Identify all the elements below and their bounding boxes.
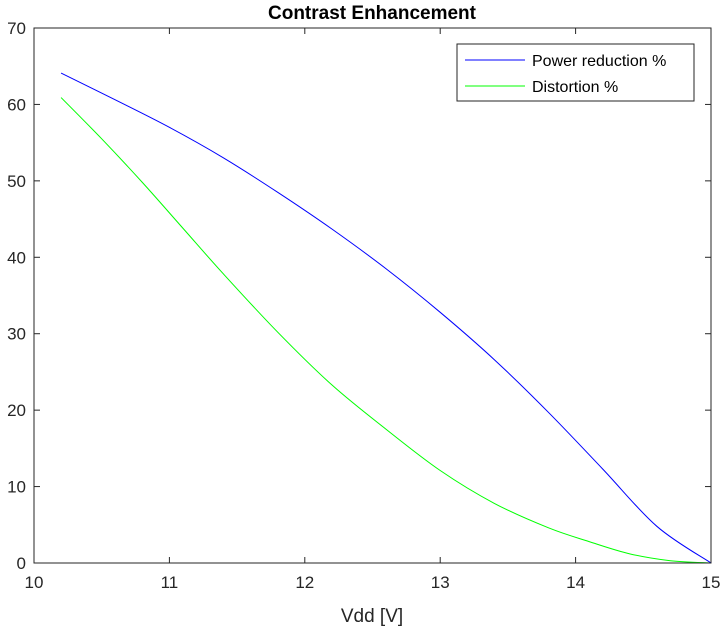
chart-title: Contrast Enhancement — [268, 3, 477, 24]
x-tick-label: 11 — [161, 573, 179, 592]
y-tick-label: 60 — [7, 95, 26, 114]
x-tick-label: 12 — [295, 573, 314, 592]
legend-box — [456, 43, 695, 102]
x-axis-label: Vdd [V] — [341, 606, 403, 627]
plot-background — [34, 28, 711, 563]
legend-label-power-reduction: Power reduction % — [532, 53, 666, 70]
y-tick-label: 40 — [7, 248, 26, 267]
legend-label-distortion: Distortion % — [532, 79, 618, 96]
x-tick-label: 10 — [25, 573, 44, 592]
y-tick-label: 20 — [7, 401, 26, 420]
y-tick-label: 30 — [7, 325, 26, 344]
y-tick-label: 10 — [7, 478, 26, 497]
legend: Power reduction % Distortion % — [456, 43, 695, 102]
x-tick-label: 13 — [431, 573, 450, 592]
series-layer — [60, 72, 712, 564]
y-tick-label: 50 — [7, 172, 26, 191]
plot-frame — [33, 27, 712, 564]
series-line-power-reduction — [60, 72, 712, 564]
x-tick-label: 14 — [566, 573, 585, 592]
y-tick-label: 70 — [7, 19, 26, 38]
series-line-distortion — [60, 97, 712, 564]
x-tick-label: 15 — [702, 573, 721, 592]
y-tick-label: 0 — [17, 554, 26, 573]
